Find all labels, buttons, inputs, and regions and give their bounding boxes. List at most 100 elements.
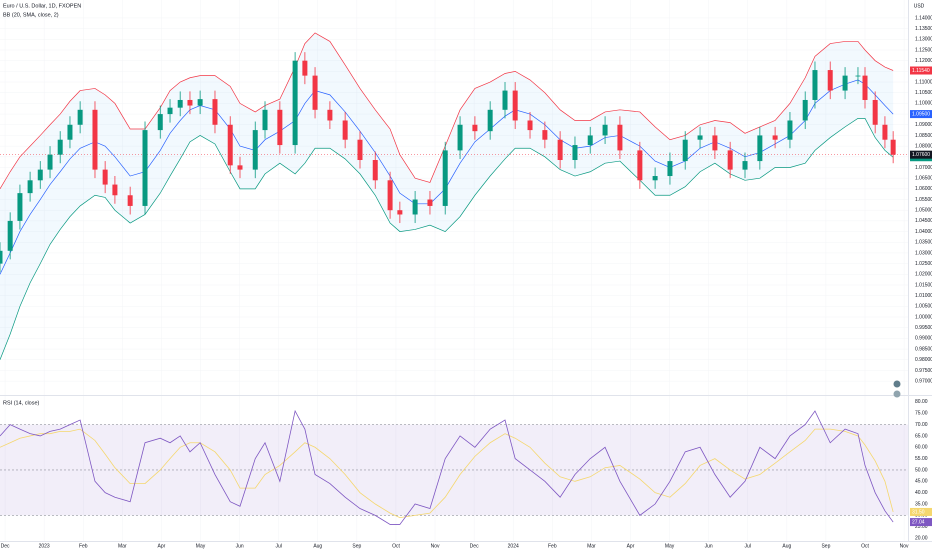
y-tick-label: 0.99500 xyxy=(915,325,932,331)
y-tick-label: 1.12000 xyxy=(915,58,932,64)
candle-body xyxy=(457,124,463,151)
candle-body xyxy=(262,109,268,131)
candle-body xyxy=(47,154,53,170)
candle-body xyxy=(527,120,533,131)
candle-body xyxy=(302,60,308,76)
y-tick-label: 55.00 xyxy=(915,456,928,462)
candle-body xyxy=(802,99,808,121)
candle-body xyxy=(742,161,748,170)
chart-title: Euro / U.S. Dollar, 1D, FXOPEN xyxy=(3,3,81,9)
candle-body xyxy=(727,150,733,170)
x-tick-label: May xyxy=(196,543,206,549)
y-tick-label: 1.01500 xyxy=(915,282,932,288)
x-tick-label: Sep xyxy=(352,543,361,549)
y-tick-label: 1.12500 xyxy=(915,47,932,53)
x-tick-label: Dec xyxy=(1,543,10,549)
rsi-line xyxy=(0,409,894,525)
x-tick-label: Aug xyxy=(782,543,791,549)
candle-body xyxy=(292,60,298,146)
candle-body xyxy=(157,114,163,131)
candle-body xyxy=(7,220,13,251)
x-tick-label: Oct xyxy=(861,543,869,549)
y-tick-label: 1.10500 xyxy=(915,90,932,96)
y-tick-label: 1.06000 xyxy=(915,186,932,192)
candle-body xyxy=(412,199,418,215)
price-tag xyxy=(910,110,932,119)
candle-body xyxy=(77,109,83,125)
candle-body xyxy=(872,99,878,125)
candle-body xyxy=(342,120,348,140)
y-tick-label: 0.97500 xyxy=(915,368,932,374)
candle-body xyxy=(17,193,23,221)
candle-body xyxy=(102,169,108,185)
flag-icon[interactable] xyxy=(893,380,901,388)
candle-body xyxy=(652,176,658,181)
candle-body xyxy=(37,169,43,181)
candle-body xyxy=(357,139,363,161)
candle-body xyxy=(882,124,888,140)
y-tick-label: 1.00000 xyxy=(915,314,932,320)
x-tick-label: Mar xyxy=(118,543,127,549)
candle-body xyxy=(237,165,243,170)
y-tick-label: 0.98000 xyxy=(915,357,932,363)
y-tick-label: 50.00 xyxy=(915,467,928,473)
y-tick-label: 1.11000 xyxy=(915,79,932,85)
x-tick-label: Aug xyxy=(313,543,322,549)
y-tick-label: 1.13000 xyxy=(915,37,932,43)
y-tick-label: 1.09000 xyxy=(915,122,932,128)
y-tick-label: 1.14000 xyxy=(915,15,932,21)
y-tick-label: 1.02000 xyxy=(915,272,932,278)
price-tag xyxy=(910,518,932,527)
candle-body xyxy=(252,130,258,170)
x-tick-label: Dec xyxy=(470,543,479,549)
candle-body xyxy=(617,124,623,151)
y-tick-label: 1.13500 xyxy=(915,26,932,32)
y-tick-label: 35.00 xyxy=(915,501,928,507)
candle-body xyxy=(142,130,148,206)
y-tick-label: 25.00 xyxy=(915,524,928,530)
price-tag-label: 31.50 xyxy=(912,509,925,515)
x-tick-label: Nov xyxy=(900,543,909,549)
candle-body xyxy=(712,135,718,151)
x-tick-label: Sep xyxy=(821,543,830,549)
x-tick-label: Feb xyxy=(79,543,88,549)
x-tick-label: Nov xyxy=(431,543,440,549)
rsi-line xyxy=(0,428,894,519)
candle-body xyxy=(890,139,896,155)
candle-body xyxy=(57,139,63,155)
y-tick-label: 20.00 xyxy=(915,535,928,541)
y-tick-label: 60.00 xyxy=(915,445,928,451)
y-tick-label: 70.00 xyxy=(915,422,928,428)
y-tick-label: 1.04000 xyxy=(915,229,932,235)
x-tick-label: Oct xyxy=(392,543,400,549)
y-tick-label: 1.05000 xyxy=(915,208,932,214)
y-tick-label: 0.98500 xyxy=(915,346,932,352)
x-tick-label: Jul xyxy=(275,543,281,549)
x-tick-label: Mar xyxy=(587,543,596,549)
x-tick-label: Jun xyxy=(705,543,713,549)
candle-body xyxy=(812,70,818,100)
price-tag-label: 27.04 xyxy=(912,519,925,525)
x-tick-label: Apr xyxy=(627,543,635,549)
candle-body xyxy=(682,139,688,162)
price-tag xyxy=(910,507,932,516)
candle-body xyxy=(277,109,283,146)
candle-body xyxy=(697,135,703,140)
flag-icon[interactable] xyxy=(893,390,901,398)
y-tick-label: 0.99000 xyxy=(915,336,932,342)
y-tick-label: 1.07000 xyxy=(915,165,932,171)
price-tag-label: 1.09500 xyxy=(912,111,930,117)
candle-body xyxy=(557,139,563,161)
price-tag xyxy=(910,150,932,159)
y-tick-label: 1.02500 xyxy=(915,261,932,267)
x-tick-label: Jun xyxy=(236,543,244,549)
candle-body xyxy=(167,107,173,115)
candle-body xyxy=(177,99,183,108)
candle-body xyxy=(187,99,193,106)
candle-body xyxy=(387,180,393,211)
y-tick-label: 1.03000 xyxy=(915,250,932,256)
y-tick-label: 45.00 xyxy=(915,479,928,485)
candle-body xyxy=(372,160,378,181)
